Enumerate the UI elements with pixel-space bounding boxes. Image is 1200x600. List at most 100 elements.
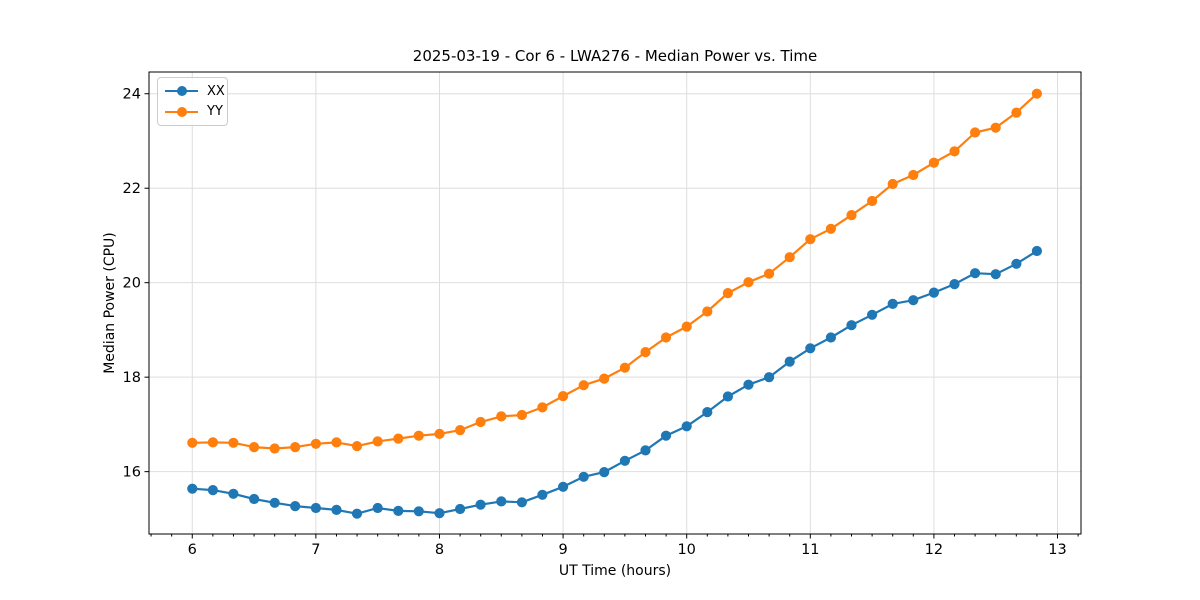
series-marker-yy <box>290 442 301 453</box>
series-marker-xx <box>351 508 363 519</box>
series-marker-yy <box>722 288 734 299</box>
series-marker-yy <box>413 430 424 441</box>
legend-marker-yy <box>176 106 187 117</box>
series-marker-yy <box>310 438 321 449</box>
legend-label-yy: YY <box>207 104 223 120</box>
series-marker-yy <box>660 332 672 343</box>
series-marker-yy <box>516 409 528 421</box>
series-marker-xx <box>228 488 239 499</box>
x-tick-label: 12 <box>925 542 943 558</box>
y-tick-label: 22 <box>123 181 141 197</box>
series-marker-xx <box>249 493 260 505</box>
series-marker-yy <box>455 425 466 436</box>
series-marker-xx <box>660 430 672 441</box>
series-marker-yy <box>187 437 198 448</box>
series-marker-xx <box>825 332 837 343</box>
series-marker-yy <box>805 234 816 245</box>
series-marker-xx <box>990 269 1001 280</box>
series-marker-yy <box>846 210 857 221</box>
series-marker-xx <box>722 391 734 402</box>
series-marker-xx <box>805 343 816 354</box>
series-marker-yy <box>537 402 548 413</box>
y-tick-label: 20 <box>123 276 141 292</box>
series-marker-yy <box>743 277 754 288</box>
x-tick-label: 10 <box>677 542 695 558</box>
series-marker-yy <box>970 127 981 138</box>
series-marker-xx <box>434 508 445 519</box>
y-tick-label: 16 <box>123 465 141 481</box>
series-marker-yy <box>599 373 610 384</box>
series-marker-yy <box>578 380 589 391</box>
series-marker-xx <box>269 497 280 508</box>
series-marker-xx <box>496 496 507 507</box>
series-marker-yy <box>784 252 795 263</box>
legend-item-xx: XX <box>165 85 225 98</box>
series-marker-yy <box>702 306 713 317</box>
legend-marker-xx <box>176 86 187 97</box>
series-marker-xx <box>455 503 466 515</box>
series-marker-xx <box>393 505 404 516</box>
series-marker-xx <box>784 356 795 367</box>
series-marker-xx <box>681 421 692 432</box>
legend-line-sample-yy <box>165 106 198 117</box>
series-marker-xx <box>970 268 981 279</box>
legend-item-yy: YY <box>165 104 223 120</box>
series-marker-xx <box>887 298 898 309</box>
series-marker-yy <box>331 437 342 448</box>
x-tick-label: 6 <box>188 542 197 558</box>
plot-border <box>148 71 1082 535</box>
series-marker-xx <box>619 455 631 466</box>
series-line-xx <box>192 250 1038 515</box>
series-marker-yy <box>372 436 383 447</box>
series-marker-yy <box>269 443 280 454</box>
series-marker-xx <box>640 445 651 456</box>
series-marker-xx <box>743 379 754 390</box>
series-marker-xx <box>413 506 424 517</box>
series-marker-yy <box>228 437 239 448</box>
x-tick-label: 13 <box>1048 542 1066 558</box>
chart-title: 2025-03-19 - Cor 6 - LWA276 - Median Pow… <box>412 47 818 65</box>
series-marker-xx <box>372 502 383 514</box>
series-marker-yy <box>949 146 960 157</box>
series-marker-xx <box>558 481 569 492</box>
y-tick-label: 18 <box>123 370 141 386</box>
series-marker-yy <box>619 362 631 373</box>
series-marker-yy <box>887 178 898 190</box>
series-marker-yy <box>825 223 837 234</box>
series-marker-xx <box>310 502 321 514</box>
series-marker-xx <box>207 485 218 496</box>
series-marker-xx <box>331 504 342 515</box>
series-marker-xx <box>599 467 610 478</box>
series-marker-yy <box>908 169 919 181</box>
series-marker-xx <box>475 499 486 510</box>
series-marker-xx <box>537 489 548 500</box>
series-marker-xx <box>702 407 713 418</box>
y-axis-label: Median Power (CPU) <box>102 232 118 374</box>
series-marker-xx <box>846 320 857 331</box>
series-marker-xx <box>290 501 301 512</box>
legend: XX YY <box>157 77 228 126</box>
series-marker-xx <box>1011 258 1022 269</box>
series-marker-yy <box>496 411 507 422</box>
series-line-yy <box>192 92 1038 450</box>
x-axis-label: UT Time (hours) <box>558 563 672 579</box>
series-marker-xx <box>928 287 940 298</box>
series-marker-yy <box>764 268 775 279</box>
series-marker-yy <box>475 416 486 428</box>
series-marker-yy <box>1031 88 1042 99</box>
series-marker-xx <box>187 483 198 494</box>
series-marker-xx <box>867 309 878 320</box>
y-tick-label: 24 <box>123 87 141 103</box>
series-marker-yy <box>434 428 445 439</box>
series-marker-yy <box>640 347 651 358</box>
series-marker-yy <box>393 433 404 444</box>
series-marker-yy <box>249 442 260 453</box>
series-marker-yy <box>928 157 940 168</box>
x-tick-label: 11 <box>801 542 819 558</box>
series-marker-xx <box>516 497 528 508</box>
series-marker-xx <box>578 471 589 482</box>
series-marker-yy <box>558 391 569 402</box>
x-tick-label: 8 <box>435 542 444 558</box>
